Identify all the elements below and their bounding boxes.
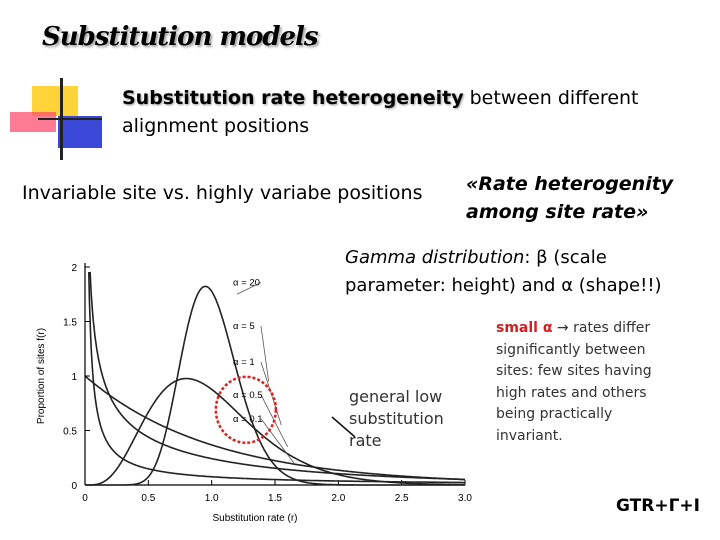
decor-horizontal-line [38, 118, 102, 120]
subtitle-rest-2: alignment positions [122, 115, 310, 137]
gamma-text: Gamma distribution: β (scale parameter: … [345, 244, 705, 300]
series-curve [85, 375, 466, 481]
series-curve [88, 271, 465, 484]
small-alpha-text: small α → rates differ significantly bet… [496, 318, 696, 447]
series-curve [85, 285, 465, 486]
invariable-text: Invariable site vs. highly variabe posit… [22, 182, 423, 204]
x-tick-label: 2.0 [331, 493, 345, 504]
y-tick-label: 0 [71, 481, 77, 492]
subtitle-rest-1: between different [463, 87, 639, 109]
subtitle-bold: Substitution rate heterogeneity [122, 87, 464, 109]
low-rate-line: rate [349, 431, 382, 450]
small-alpha-line: invariant. [496, 427, 563, 444]
gamma-line2: parameter: height) and α (shape!!) [345, 275, 662, 296]
series-leader-line [260, 326, 270, 382]
series-curve [89, 271, 465, 481]
series-label: α = 20 [233, 278, 260, 289]
y-tick-label: 1 [71, 372, 77, 383]
series-curve [85, 377, 465, 486]
decor-red-bar [10, 112, 56, 132]
low-rate-line: general low [349, 387, 443, 406]
x-tick-label: 0 [82, 493, 88, 504]
subtitle: Substitution rate heterogeneity between … [122, 84, 682, 140]
y-tick-label: 1.5 [63, 318, 77, 329]
y-tick-label: 2 [71, 263, 77, 274]
small-alpha-line: sites: few sites having [496, 363, 652, 379]
gtr-label: GTR+Γ+I [616, 496, 700, 516]
rate-het-line1: «Rate heterogenity [466, 173, 674, 195]
decor-yellow-square [32, 86, 78, 116]
small-alpha-rest: rates differ [568, 320, 651, 336]
x-tick-label: 3.0 [458, 493, 472, 504]
decor-blue-square [58, 116, 102, 148]
x-tick-label: 1.5 [268, 493, 282, 504]
small-alpha-prefix: small α [496, 320, 553, 336]
small-alpha-line: significantly between [496, 341, 646, 358]
gamma-label: Gamma distribution [345, 247, 525, 268]
series-label: α = 0.1 [233, 414, 263, 425]
small-alpha-line: being practically [496, 406, 613, 422]
x-axis-label: Substitution rate (r) [212, 513, 297, 524]
series-label: α = 0.5 [233, 390, 263, 401]
small-alpha-line: high rates and others [496, 384, 647, 401]
low-rate-text: general low substitution rate [349, 386, 444, 452]
series-leader-line [236, 282, 262, 295]
series-label: α = 5 [233, 321, 255, 332]
x-tick-label: 2.5 [395, 493, 409, 504]
series-label: α = 1 [233, 357, 255, 368]
gamma-line1-rest: : β (scale [524, 247, 607, 268]
x-tick-label: 1.0 [205, 493, 219, 504]
y-axis-label: Proportion of sites f(r) [36, 328, 47, 424]
slide-title: Substitution models [42, 22, 319, 52]
pointer-line [331, 416, 356, 438]
series-leader-line [260, 418, 295, 464]
low-rate-line: substitution [349, 409, 444, 428]
rate-heterogenity-text: «Rate heterogenity among site rate» [466, 170, 673, 226]
gamma-distribution-chart: 0 0.5 1.0 1.5 2.0 2.5 3.0 0 0.5 1 1.5 2 Substitution… [36, 263, 472, 524]
arrow-right-icon: → [556, 320, 569, 336]
x-tick-label: 0.5 [141, 493, 155, 504]
rate-het-line2: among site rate» [466, 201, 649, 223]
y-tick-label: 0.5 [63, 427, 77, 438]
highlight-circle [214, 375, 278, 445]
